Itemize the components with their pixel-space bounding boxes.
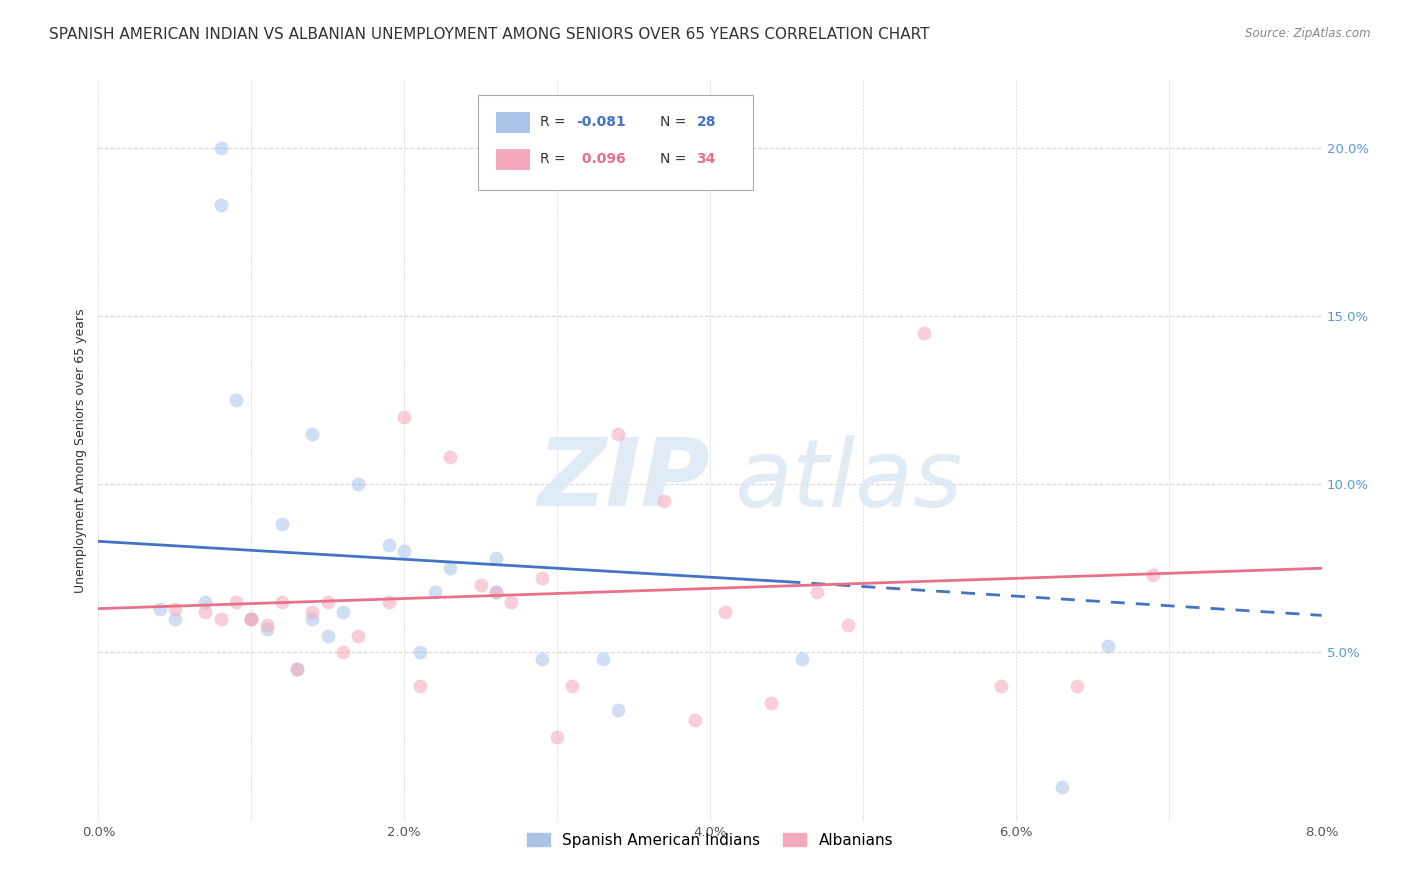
Point bbox=[408, 645, 430, 659]
Point bbox=[439, 450, 461, 465]
Point bbox=[423, 584, 446, 599]
Point bbox=[225, 392, 247, 407]
Text: N =: N = bbox=[659, 115, 690, 129]
Point bbox=[790, 652, 813, 666]
Point bbox=[256, 622, 278, 636]
Point bbox=[194, 605, 217, 619]
Point bbox=[209, 140, 232, 154]
Bar bbox=[496, 112, 530, 133]
Text: 34: 34 bbox=[696, 153, 716, 167]
Point bbox=[256, 618, 278, 632]
Text: 0.096: 0.096 bbox=[576, 153, 626, 167]
Point bbox=[392, 409, 416, 424]
Point bbox=[683, 713, 706, 727]
Bar bbox=[496, 149, 530, 169]
Text: -0.081: -0.081 bbox=[576, 115, 627, 129]
Text: ZIP: ZIP bbox=[537, 434, 710, 526]
Point bbox=[378, 538, 401, 552]
Point bbox=[806, 584, 828, 599]
Point bbox=[332, 645, 354, 659]
Point bbox=[285, 662, 308, 676]
Point bbox=[301, 612, 323, 626]
Point bbox=[301, 426, 323, 441]
Point bbox=[912, 326, 935, 340]
Text: 28: 28 bbox=[696, 115, 716, 129]
Point bbox=[225, 595, 247, 609]
Text: R =: R = bbox=[540, 115, 569, 129]
Point bbox=[759, 696, 782, 710]
Point bbox=[990, 679, 1012, 693]
Point bbox=[194, 595, 217, 609]
Point bbox=[378, 595, 401, 609]
Point bbox=[270, 595, 294, 609]
Text: R =: R = bbox=[540, 153, 569, 167]
Point bbox=[1050, 780, 1073, 794]
Point bbox=[240, 612, 263, 626]
Point bbox=[485, 584, 508, 599]
Point bbox=[485, 584, 508, 599]
Point bbox=[485, 551, 508, 566]
Point bbox=[546, 730, 568, 744]
Point bbox=[209, 198, 232, 212]
Point bbox=[439, 561, 461, 575]
Text: SPANISH AMERICAN INDIAN VS ALBANIAN UNEMPLOYMENT AMONG SENIORS OVER 65 YEARS COR: SPANISH AMERICAN INDIAN VS ALBANIAN UNEM… bbox=[49, 27, 929, 42]
Point bbox=[652, 494, 675, 508]
Text: N =: N = bbox=[659, 153, 690, 167]
Point bbox=[530, 652, 553, 666]
Point bbox=[607, 703, 630, 717]
Text: atlas: atlas bbox=[734, 434, 963, 525]
Point bbox=[163, 612, 186, 626]
Point bbox=[332, 605, 354, 619]
Point bbox=[561, 679, 583, 693]
Point bbox=[270, 517, 294, 532]
Point bbox=[607, 426, 630, 441]
Point bbox=[347, 628, 370, 642]
Point bbox=[240, 612, 263, 626]
Point bbox=[837, 618, 859, 632]
Point bbox=[316, 628, 339, 642]
Point bbox=[470, 578, 492, 592]
Point bbox=[301, 605, 323, 619]
Point bbox=[316, 595, 339, 609]
Point bbox=[285, 662, 308, 676]
Point bbox=[392, 544, 416, 558]
Point bbox=[1066, 679, 1088, 693]
Point bbox=[592, 652, 614, 666]
Point bbox=[240, 612, 263, 626]
Point bbox=[530, 571, 553, 585]
Point bbox=[501, 595, 523, 609]
Point bbox=[209, 612, 232, 626]
Point bbox=[163, 601, 186, 615]
Point bbox=[149, 601, 172, 615]
Legend: Spanish American Indians, Albanians: Spanish American Indians, Albanians bbox=[522, 826, 898, 854]
Point bbox=[408, 679, 430, 693]
Point bbox=[1097, 639, 1119, 653]
Point bbox=[1142, 568, 1164, 582]
FancyBboxPatch shape bbox=[478, 95, 752, 190]
Y-axis label: Unemployment Among Seniors over 65 years: Unemployment Among Seniors over 65 years bbox=[75, 308, 87, 593]
Point bbox=[347, 477, 370, 491]
Text: Source: ZipAtlas.com: Source: ZipAtlas.com bbox=[1246, 27, 1371, 40]
Point bbox=[714, 605, 737, 619]
